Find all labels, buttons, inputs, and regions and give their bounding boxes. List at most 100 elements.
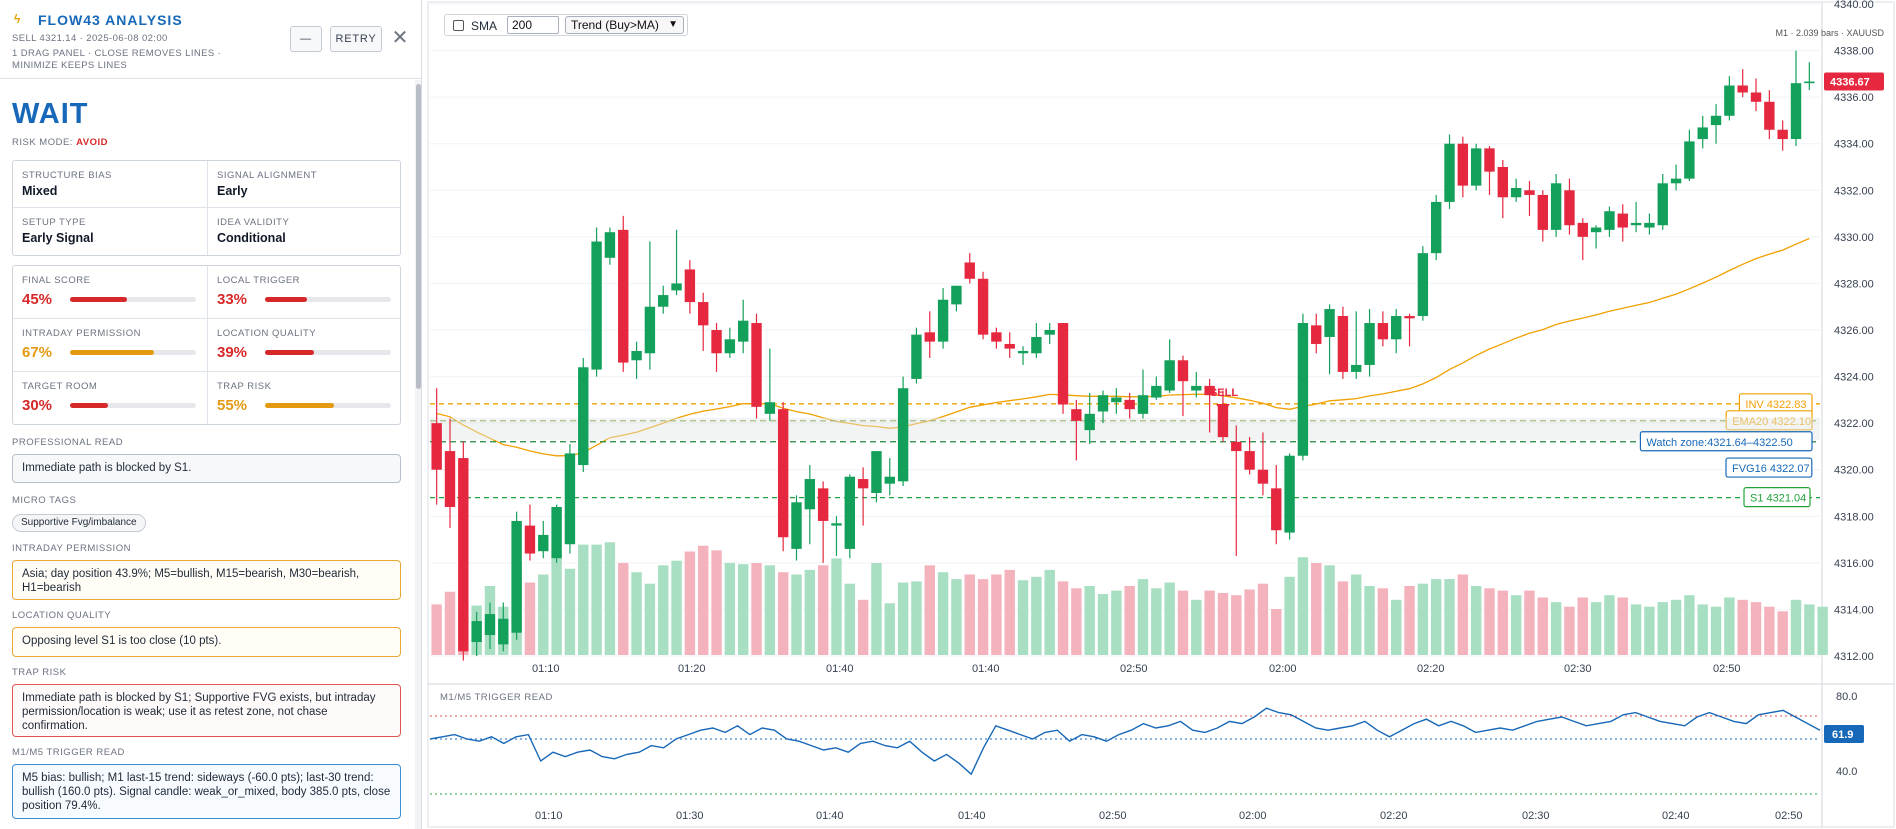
candle-body xyxy=(1097,395,1109,412)
summary-cell: SETUP TYPE Early Signal xyxy=(13,208,207,254)
panel-scrollbar-track[interactable] xyxy=(415,80,421,829)
score-label: TARGET ROOM xyxy=(22,381,98,392)
candle-body xyxy=(471,621,482,643)
volume-bar xyxy=(1164,582,1175,655)
intraday-box: Asia; day position 43.9%; M5=bullish, M1… xyxy=(12,560,401,600)
analysis-panel[interactable]: ϟ FLOW43 ANALYSIS SELL 4321.14 · 2025-06… xyxy=(0,0,422,829)
candle-body xyxy=(737,320,749,342)
minimize-button[interactable]: — xyxy=(290,26,322,52)
panel-scrollbar-thumb[interactable] xyxy=(416,84,421,389)
candle-body xyxy=(817,488,829,521)
candle-body xyxy=(1430,201,1442,254)
y-tick-label: 4324.00 xyxy=(1834,372,1874,384)
sma-period-input[interactable]: 200 xyxy=(507,16,559,34)
candle-body xyxy=(951,285,962,305)
retry-button[interactable]: RETRY xyxy=(330,26,382,52)
level-label-box xyxy=(1725,457,1813,478)
candle-body xyxy=(777,409,789,538)
volume-bar xyxy=(1284,576,1295,655)
trend-select-value: Trend (Buy>MA) xyxy=(571,18,659,32)
level-label: S1 4321.04 xyxy=(1750,493,1806,505)
volume-bar xyxy=(1537,597,1548,655)
candle-body xyxy=(698,302,709,326)
candle-body xyxy=(1524,190,1535,195)
score-bar-fill xyxy=(265,403,335,408)
volume-bar xyxy=(1137,579,1149,655)
candle-body xyxy=(684,269,696,303)
score-label: INTRADAY PERMISSION xyxy=(22,328,141,339)
candle-body xyxy=(804,479,816,510)
subchart-x-tick: 01:40 xyxy=(816,810,844,822)
volume-bar xyxy=(1404,586,1415,655)
chart-meta: M1 · 2.039 bars · XAUUSD xyxy=(1775,28,1884,38)
score-value: 33% xyxy=(217,291,248,308)
chart-area[interactable]: 4340.00 4338.00 4336.00 4334.00 4332.00 4330.… xyxy=(422,0,1896,829)
y-tick-label: 4316.00 xyxy=(1834,558,1874,570)
candle-body xyxy=(1510,187,1522,198)
candle-body xyxy=(711,330,722,354)
y-tick-label: 4322.00 xyxy=(1834,418,1874,430)
price-chart[interactable]: 4340.00 4338.00 4336.00 4334.00 4332.00 4330.… xyxy=(422,0,1896,829)
close-icon[interactable]: ✕ xyxy=(391,27,409,49)
candle-body xyxy=(1137,395,1149,414)
volume-bar xyxy=(1644,606,1655,655)
grid-divider xyxy=(13,207,400,208)
subchart-tick: 40.0 xyxy=(1836,766,1857,778)
candle-body xyxy=(1191,385,1202,391)
trend-select[interactable]: Trend (Buy>MA) ▼ xyxy=(565,16,684,34)
volume-bar xyxy=(1657,602,1668,655)
chart-toolbar: SMA 200 Trend (Buy>MA) ▼ xyxy=(444,14,688,36)
panel-header[interactable]: ϟ FLOW43 ANALYSIS SELL 4321.14 · 2025-06… xyxy=(0,0,421,79)
candle-body xyxy=(1644,222,1655,228)
level-label: EMA20 4322.10 xyxy=(1732,416,1811,428)
score-cell: TARGET ROOM 30% xyxy=(13,372,207,424)
volume-bar xyxy=(1257,583,1269,655)
volume-bar xyxy=(1497,590,1509,655)
candle-body xyxy=(1391,316,1402,340)
grid-divider xyxy=(207,161,208,255)
volume-bar xyxy=(1111,590,1122,655)
score-bar-track xyxy=(265,350,391,355)
volume-bar xyxy=(724,563,736,655)
score-bar-track xyxy=(265,403,391,408)
candle-body xyxy=(1177,360,1189,382)
y-tick-label: 4330.00 xyxy=(1834,232,1874,244)
level-label-box xyxy=(1725,410,1813,431)
volume-bar xyxy=(618,563,629,655)
volume-bar xyxy=(1364,586,1375,655)
volume-bar xyxy=(671,560,682,655)
candle-body xyxy=(1537,194,1548,230)
candle-body xyxy=(1764,101,1775,130)
candle-body xyxy=(1017,350,1029,354)
candle-body xyxy=(1231,441,1242,452)
volume-bar xyxy=(924,565,935,655)
volume-bar xyxy=(1337,581,1349,655)
candle-body xyxy=(1244,451,1255,470)
candle-body xyxy=(1737,85,1748,93)
volume-bar xyxy=(1031,576,1042,655)
volume-bar xyxy=(1510,595,1522,655)
candle-body xyxy=(791,502,802,549)
volume-bar xyxy=(1124,586,1135,655)
volume-bar xyxy=(1071,588,1082,655)
trap-risk-box: Immediate path is blocked by S1; Support… xyxy=(12,684,401,737)
volume-bar xyxy=(804,569,816,655)
volume-bar xyxy=(1430,579,1442,655)
panel-content[interactable]: WAIT RISK MODE: AVOID STRUCTURE BIAS Mix… xyxy=(0,80,414,829)
volume-bar xyxy=(591,544,602,655)
score-bar-fill xyxy=(70,350,155,355)
candle-body xyxy=(831,523,842,526)
micro-tag-chip[interactable]: Supportive Fvg/imbalance xyxy=(12,514,146,532)
volume-bar xyxy=(1750,602,1762,655)
y-tick-label: 4314.00 xyxy=(1834,604,1874,616)
volume-bar xyxy=(897,582,909,655)
sma-checkbox[interactable] xyxy=(453,20,464,31)
subchart-x-tick: 02:00 xyxy=(1239,810,1267,822)
candle-body xyxy=(1337,316,1349,372)
score-bar-track xyxy=(70,297,196,302)
candle-body xyxy=(591,241,602,370)
candle-body xyxy=(1497,167,1509,198)
candle-body xyxy=(671,283,682,291)
volume-bar xyxy=(831,558,842,655)
volume-bar xyxy=(1697,604,1708,655)
